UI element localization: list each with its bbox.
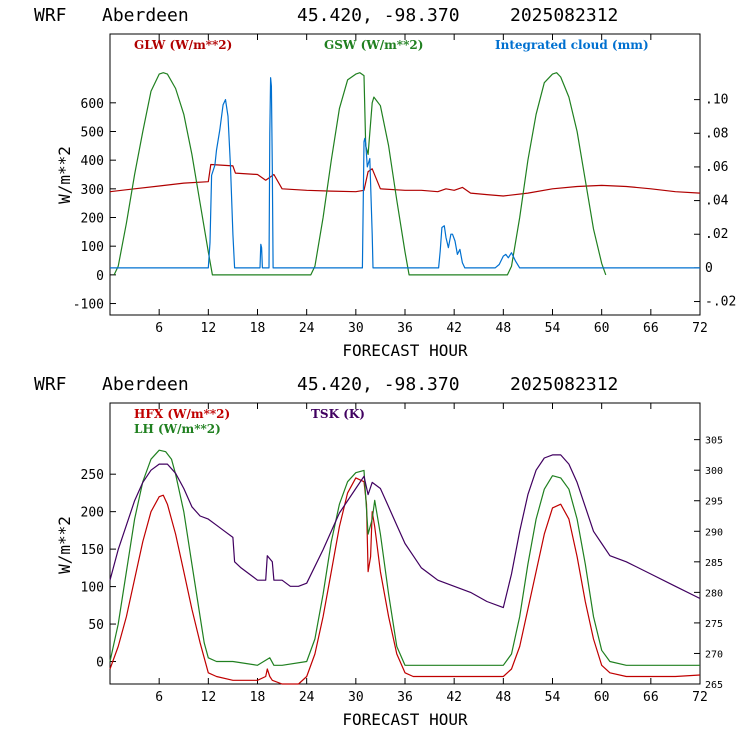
y2-tick-label: 285 [705, 558, 723, 569]
radiation-panel: WRF Aberdeen 45.420, -98.370 2025082312 … [34, 5, 736, 360]
y2-tick-label: .02 [705, 227, 728, 242]
series-line-cloud [110, 77, 700, 269]
header-run: 2025082312 [510, 5, 618, 26]
header-coords: 45.420, -98.370 [297, 5, 460, 26]
header-model: WRF [34, 374, 67, 395]
x-tick-label: 30 [348, 321, 364, 336]
y2-tick-label: 280 [705, 588, 723, 599]
y-tick-label: 0 [96, 269, 104, 284]
x-tick-label: 60 [594, 321, 610, 336]
y-tick-label: 250 [81, 468, 104, 483]
x-axis-label: FORECAST HOUR [342, 710, 468, 729]
header-coords: 45.420, -98.370 [297, 374, 460, 395]
y-tick-label: 200 [81, 212, 104, 227]
series-lines [109, 72, 701, 276]
y2-tick-label: 295 [705, 497, 723, 508]
header-station: Aberdeen [102, 374, 189, 395]
y2-tick-label: 275 [705, 619, 723, 630]
y-tick-label: 300 [81, 183, 104, 198]
y-tick-label: 500 [81, 125, 104, 140]
x-tick-label: 42 [446, 321, 462, 336]
series-line-gsw [113, 72, 607, 276]
x-tick-label: 60 [594, 690, 610, 705]
x-tick-label: 24 [299, 321, 315, 336]
y2-tick-label: 265 [705, 680, 723, 691]
x-tick-label: 54 [545, 690, 561, 705]
x-tick-label: 18 [250, 321, 266, 336]
x-tick-label: 36 [397, 690, 413, 705]
y-tick-label: 150 [81, 543, 104, 558]
x-tick-label: 18 [250, 690, 266, 705]
x-tick-label: 6 [155, 321, 163, 336]
series-line-glw [109, 163, 701, 197]
x-axis-label: FORECAST HOUR [342, 341, 468, 360]
y2-tick-label: 0 [705, 261, 713, 276]
y2-tick-label: .04 [705, 194, 729, 209]
legend-lh: LH (W/m**2) [134, 422, 221, 436]
series-line-hfx [109, 477, 701, 685]
y-tick-label: 200 [81, 506, 104, 521]
x-tick-label: 30 [348, 690, 364, 705]
y-tick-label: 50 [88, 618, 104, 633]
header-model: WRF [34, 5, 67, 26]
x-tick-label: 6 [155, 690, 163, 705]
x-tick-label: 72 [692, 321, 708, 336]
legend-tsk: TSK (K) [311, 407, 365, 421]
header-station: Aberdeen [102, 5, 189, 26]
y2-tick-label: -.02 [705, 295, 736, 310]
y2-tick-label: 290 [705, 527, 723, 538]
axis-ticks: 6 12 18 24 30 36 42 48 54 60 66 72 0 50 100 150 200 250 26… [81, 403, 723, 705]
y-axis-label: W/m**2 [55, 516, 74, 574]
x-tick-label: 54 [545, 321, 561, 336]
y-tick-label: -100 [73, 298, 104, 313]
series-lines [109, 449, 701, 685]
legend-hfx: HFX (W/m**2) [134, 407, 230, 421]
series-line-tsk [109, 454, 701, 609]
legend-glw: GLW (W/m**2) [134, 38, 232, 52]
flux-panel: WRF Aberdeen 45.420, -98.370 2025082312 … [34, 374, 723, 729]
header-run: 2025082312 [510, 374, 618, 395]
y2-tick-label: .10 [705, 93, 728, 108]
x-tick-label: 72 [692, 690, 708, 705]
y-tick-label: 100 [81, 240, 104, 255]
x-tick-label: 48 [496, 690, 512, 705]
x-tick-label: 66 [643, 690, 659, 705]
legend-cloud: Integrated cloud (mm) [495, 38, 649, 52]
y2-tick-label: .08 [705, 126, 728, 141]
y2-tick-label: 305 [705, 436, 723, 447]
x-tick-label: 12 [201, 321, 217, 336]
x-tick-label: 66 [643, 321, 659, 336]
y-tick-label: 600 [81, 97, 104, 112]
x-tick-label: 24 [299, 690, 315, 705]
x-tick-label: 48 [496, 321, 512, 336]
y2-tick-label: .06 [705, 160, 728, 175]
y-tick-label: 400 [81, 154, 104, 169]
y2-tick-label: 300 [705, 466, 723, 477]
series-line-lh [109, 449, 700, 666]
y-tick-label: 100 [81, 581, 104, 596]
legend-gsw: GSW (W/m**2) [324, 38, 423, 52]
y2-tick-label: 270 [705, 649, 723, 660]
x-tick-label: 36 [397, 321, 413, 336]
axis-ticks: 6 12 18 24 30 36 42 48 54 60 66 72 -100 0 100 200 300 400… [73, 34, 736, 336]
x-tick-label: 42 [446, 690, 462, 705]
plot-frame [109, 33, 701, 316]
y-tick-label: 0 [96, 656, 104, 671]
x-tick-label: 12 [201, 690, 217, 705]
y-axis-label: W/m**2 [55, 146, 74, 204]
